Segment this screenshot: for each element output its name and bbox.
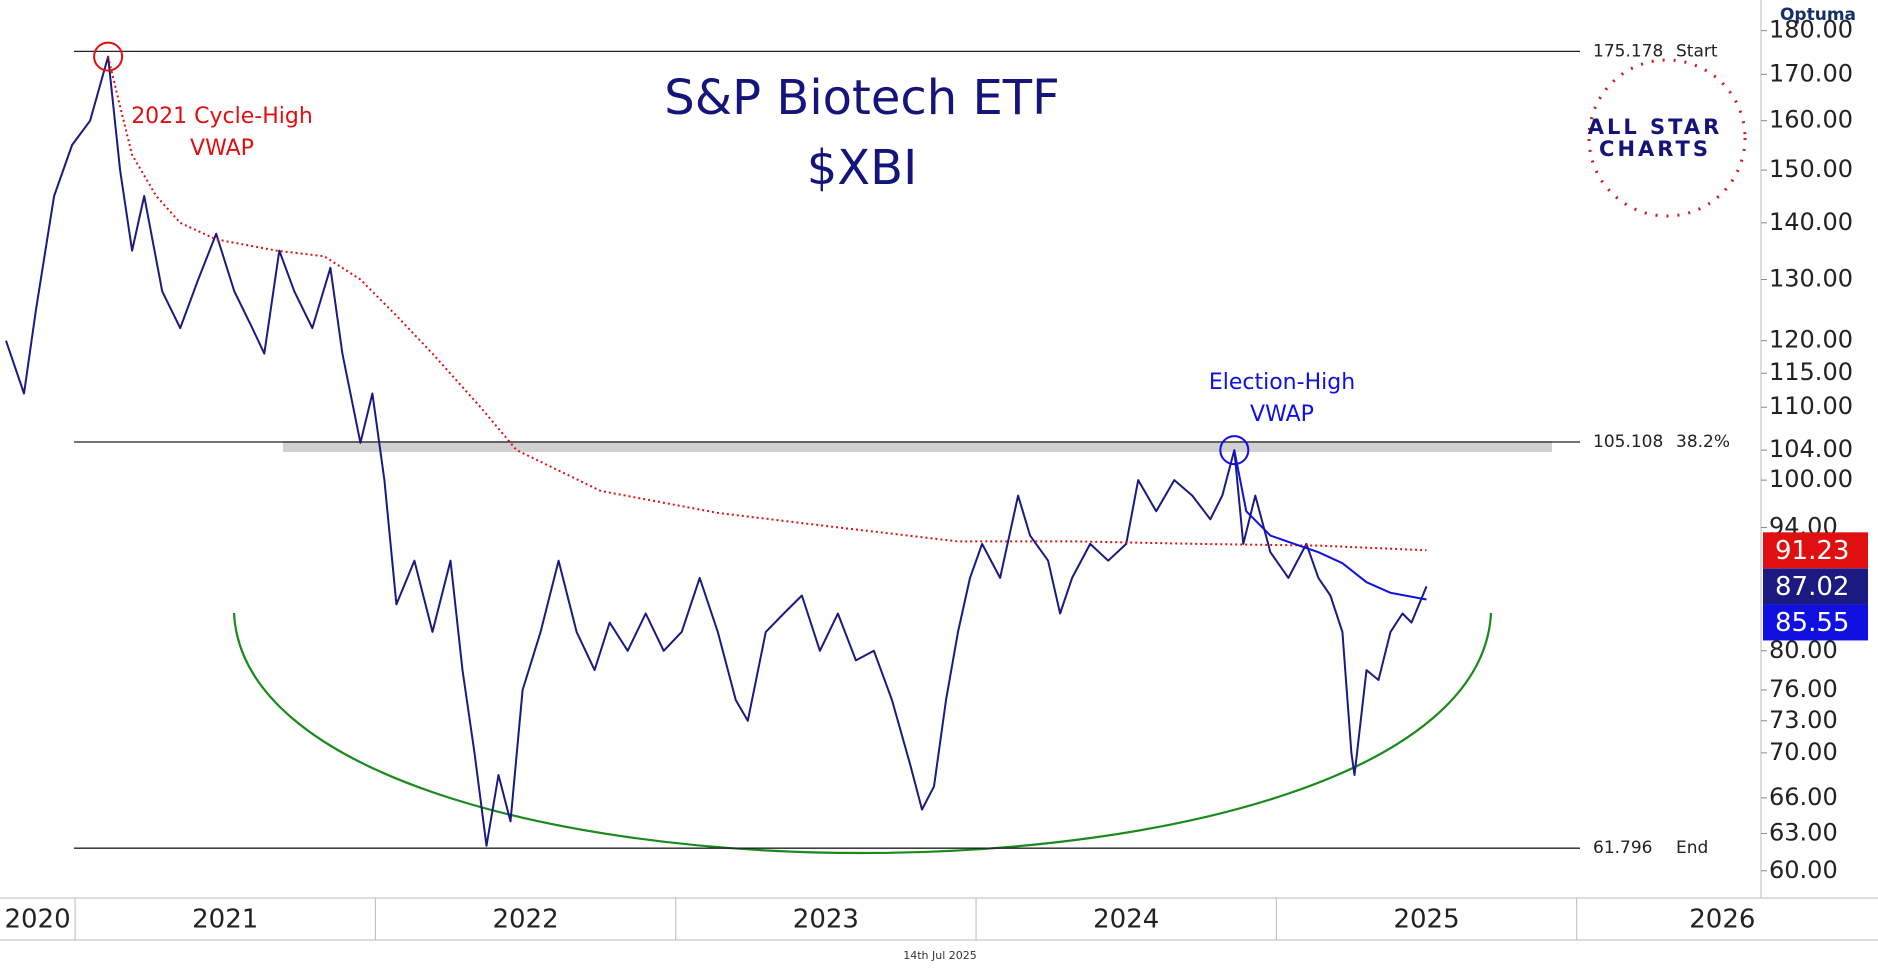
layout (0, 0, 1878, 941)
level-label: 38.2% (1676, 432, 1730, 452)
y-tick-label: 104.00 (1769, 435, 1853, 463)
price-tag-label: 85.55 (1775, 608, 1849, 638)
logo-ring (1587, 58, 1747, 218)
chart-title: S&P Biotech ETF (664, 70, 1059, 126)
annotation: VWAP (190, 136, 254, 161)
logo-text: ALL STAR (1588, 115, 1723, 139)
y-tick-label: 130.00 (1769, 264, 1853, 292)
y-tick-label: 73.00 (1769, 706, 1838, 734)
resistance-band (283, 441, 1552, 452)
y-tick-label: 150.00 (1769, 155, 1853, 183)
anchor-marker (93, 41, 124, 72)
price-tag (1763, 532, 1868, 569)
y-tick-label: 100.00 (1769, 465, 1853, 493)
logo-text: Optuma (1780, 5, 1856, 25)
y-tick-label: 160.00 (1769, 106, 1853, 134)
logo-text: CHARTS (1599, 137, 1711, 161)
level-value: 175.178 (1593, 41, 1663, 61)
footer: 14th Jul 2025 (903, 949, 977, 962)
x-tick-label: 2020 (4, 905, 70, 935)
series-line (107, 56, 1427, 552)
y-tick-label: 76.00 (1769, 675, 1838, 703)
series-line (1233, 449, 1427, 601)
price-tag (1763, 568, 1868, 605)
price-tag (1763, 604, 1868, 641)
anchor-marker (1219, 435, 1250, 466)
x-tick-label: 2026 (1689, 905, 1755, 935)
bowl-arc (232, 612, 1493, 855)
y-tick-label: 140.00 (1769, 208, 1853, 236)
x-tick-label: 2022 (492, 905, 558, 935)
annotation: VWAP (1250, 402, 1314, 427)
price-tag-label: 87.02 (1775, 572, 1849, 602)
level-value: 61.796 (1593, 838, 1652, 858)
y-tick-label: 180.00 (1769, 16, 1853, 44)
annotation: Election-High (1209, 370, 1355, 395)
level-label: End (1676, 838, 1708, 858)
x-tick-label: 2024 (1093, 905, 1159, 935)
y-tick-label: 63.00 (1769, 818, 1838, 846)
series-line (5, 55, 1428, 847)
y-tick-label: 70.00 (1769, 738, 1838, 766)
y-tick-label: 170.00 (1769, 59, 1853, 87)
chart-subtitle: $XBI (807, 140, 918, 196)
annotation: 2021 Cycle-High (131, 104, 313, 129)
y-tick-label: 110.00 (1769, 392, 1853, 420)
y-tick-label: 60.00 (1769, 856, 1838, 884)
level-value: 105.108 (1593, 432, 1663, 452)
x-tick-label: 2023 (793, 905, 859, 935)
x-tick-label: 2021 (192, 905, 258, 935)
y-tick-label: 66.00 (1769, 783, 1838, 811)
y-tick-label: 115.00 (1769, 358, 1853, 386)
y-tick-label: 120.00 (1769, 326, 1853, 354)
level-label: Start (1676, 41, 1718, 61)
price-tag-label: 91.23 (1775, 536, 1849, 566)
x-tick-label: 2025 (1393, 905, 1459, 935)
